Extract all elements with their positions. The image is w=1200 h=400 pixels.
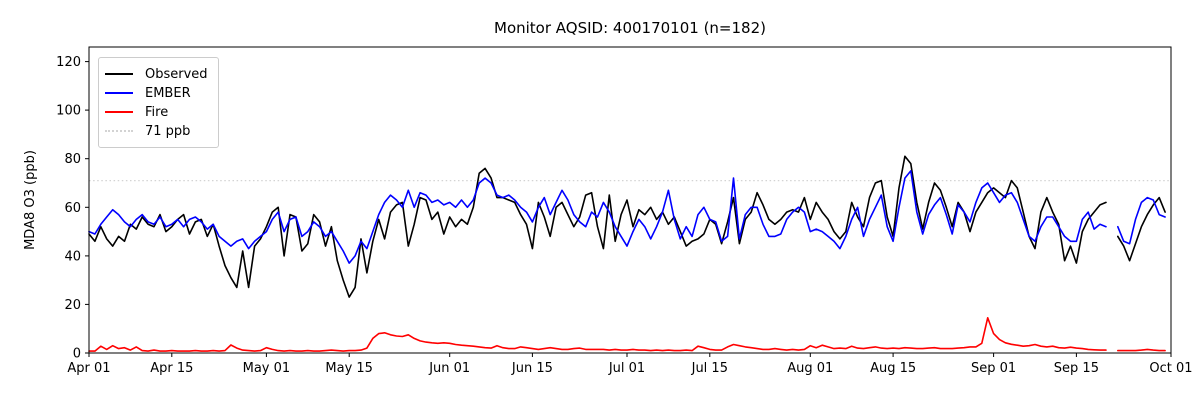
legend-label-observed: Observed [145, 66, 208, 82]
x-tick-label: Aug 01 [787, 361, 833, 376]
legend: Observed EMBER Fire 71 ppb [98, 57, 219, 148]
x-tick-label: May 15 [325, 361, 373, 376]
x-tick-label: Jun 01 [428, 361, 470, 376]
x-tick-label: Apr 15 [150, 361, 193, 376]
legend-label-threshold: 71 ppb [145, 123, 191, 139]
x-tick-label: Sep 15 [1054, 361, 1099, 376]
y-tick-label: 120 [56, 55, 81, 70]
y-tick-label: 20 [64, 298, 81, 313]
y-tick-label: 40 [64, 249, 81, 264]
ember-series-line [88, 170, 1166, 264]
observed-series-line [88, 155, 1166, 298]
y-tick-label: 100 [56, 104, 81, 119]
y-tick-label: 60 [64, 201, 81, 216]
legend-item-threshold: 71 ppb [105, 122, 209, 140]
threshold-line-sample-icon [105, 130, 133, 132]
x-tick-label: Jun 15 [511, 361, 553, 376]
x-tick-label: Jul 01 [608, 361, 645, 376]
fire-series-line [88, 317, 1166, 352]
legend-item-fire: Fire [105, 103, 209, 121]
chart-title: Monitor AQSID: 400170101 (n=182) [494, 19, 766, 37]
x-tick-label: Sep 01 [971, 361, 1016, 376]
legend-label-ember: EMBER [145, 85, 191, 101]
x-tick-label: May 01 [243, 361, 291, 376]
legend-item-ember: EMBER [105, 84, 209, 102]
x-tick-label: Oct 01 [1149, 361, 1192, 376]
y-tick-label: 0 [73, 347, 81, 362]
observed-line-sample-icon [105, 73, 133, 75]
y-tick-label: 80 [64, 152, 81, 167]
axes-frame [88, 46, 1172, 354]
y-axis-label: MDA8 O3 (ppb) [23, 150, 38, 250]
fire-line-sample-icon [105, 111, 133, 113]
x-tick-label: Apr 01 [67, 361, 110, 376]
legend-label-fire: Fire [145, 104, 169, 120]
legend-item-observed: Observed [105, 65, 209, 83]
x-tick-label: Aug 15 [870, 361, 916, 376]
ember-line-sample-icon [105, 92, 133, 94]
x-tick-label: Jul 15 [691, 361, 728, 376]
